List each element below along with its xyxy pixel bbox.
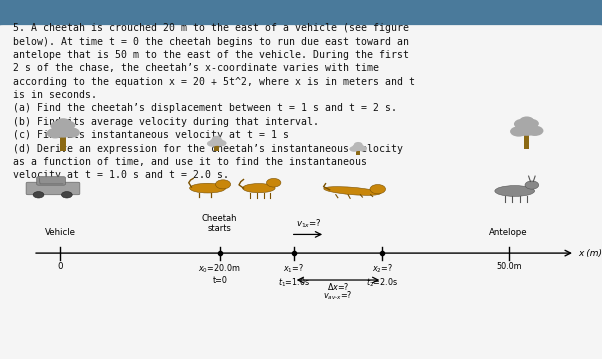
Circle shape xyxy=(349,146,359,152)
Circle shape xyxy=(33,192,44,198)
FancyBboxPatch shape xyxy=(37,177,66,185)
Bar xyxy=(524,130,530,149)
Circle shape xyxy=(526,126,544,136)
FancyBboxPatch shape xyxy=(0,0,602,54)
Circle shape xyxy=(216,180,231,189)
Ellipse shape xyxy=(190,183,226,193)
Circle shape xyxy=(525,181,539,189)
Text: $v_{av\text{-}x}$=?: $v_{av\text{-}x}$=? xyxy=(323,289,353,302)
Text: 50.0m: 50.0m xyxy=(496,262,521,271)
Text: $x_1$=?
$t_1$=1.0s: $x_1$=? $t_1$=1.0s xyxy=(278,262,310,289)
Text: x (m): x (m) xyxy=(578,248,602,258)
Circle shape xyxy=(210,138,223,146)
Text: $x_2$=?
$t_2$=2.0s: $x_2$=? $t_2$=2.0s xyxy=(366,262,399,289)
Text: Vehicle: Vehicle xyxy=(45,228,76,237)
Circle shape xyxy=(60,121,75,130)
Circle shape xyxy=(358,146,367,151)
Ellipse shape xyxy=(243,183,275,193)
Text: Cheetah
starts: Cheetah starts xyxy=(202,214,237,233)
Text: $\Delta x$=?: $\Delta x$=? xyxy=(327,281,349,293)
Circle shape xyxy=(46,128,64,139)
Circle shape xyxy=(520,116,534,125)
Circle shape xyxy=(61,192,72,198)
Circle shape xyxy=(207,140,217,147)
Circle shape xyxy=(354,142,362,147)
Bar xyxy=(356,148,360,155)
Bar xyxy=(60,132,66,151)
Text: $x_0$=20.0m
t=0: $x_0$=20.0m t=0 xyxy=(199,262,241,285)
Text: 5. A cheetah is crouched 20 m to the east of a vehicle (see figure
below). At ti: 5. A cheetah is crouched 20 m to the eas… xyxy=(13,23,415,180)
FancyBboxPatch shape xyxy=(0,25,602,359)
Circle shape xyxy=(212,136,222,141)
Circle shape xyxy=(63,127,80,138)
Circle shape xyxy=(523,119,539,128)
Ellipse shape xyxy=(324,187,380,195)
Circle shape xyxy=(515,122,539,136)
Circle shape xyxy=(216,140,226,146)
Circle shape xyxy=(51,123,75,137)
Text: Antelope: Antelope xyxy=(489,228,528,237)
Circle shape xyxy=(56,118,70,127)
Circle shape xyxy=(267,178,281,187)
Circle shape xyxy=(51,121,68,131)
Ellipse shape xyxy=(495,186,535,196)
Circle shape xyxy=(514,119,532,129)
Circle shape xyxy=(352,144,364,151)
Bar xyxy=(214,143,219,151)
Circle shape xyxy=(370,185,385,194)
FancyBboxPatch shape xyxy=(26,182,80,195)
Text: $v_{1x}$=?: $v_{1x}$=? xyxy=(296,217,321,230)
Text: 0: 0 xyxy=(57,262,63,271)
Circle shape xyxy=(510,126,527,137)
